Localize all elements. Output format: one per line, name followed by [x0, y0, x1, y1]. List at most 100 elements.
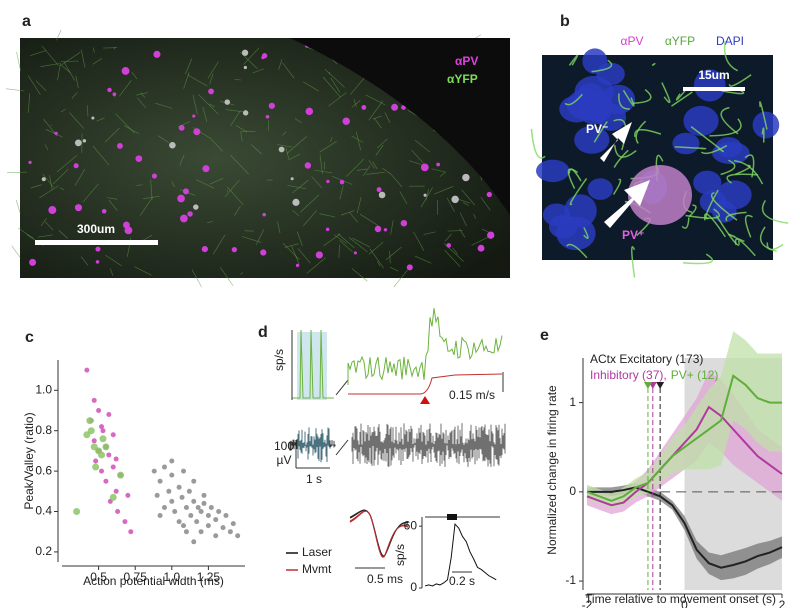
fiber: [690, 126, 724, 153]
cell: [295, 263, 300, 268]
fiber: [473, 213, 477, 219]
cell: [400, 219, 408, 227]
fiber: [710, 191, 738, 221]
y-axis-label: Peak/Valley (ratio): [22, 412, 36, 509]
fiber: [41, 45, 59, 66]
cell: [123, 221, 130, 229]
cell: [121, 67, 130, 75]
point: [166, 488, 172, 494]
fiber: [5, 88, 25, 92]
fiber: [212, 234, 226, 255]
legend-label: PV+ (12): [671, 368, 719, 382]
panel-label: a: [22, 13, 31, 30]
fiber: [414, 255, 432, 264]
point: [205, 523, 211, 529]
fiber: [359, 213, 379, 226]
fiber: [136, 184, 143, 186]
fiber: [227, 186, 244, 206]
mean-line: [587, 486, 783, 569]
fiber: [92, 58, 103, 65]
fiber: [206, 221, 213, 224]
fiber: [56, 155, 78, 173]
point: [176, 519, 182, 525]
fiber: [723, 40, 739, 72]
fiber: [355, 131, 362, 151]
fiber: [109, 268, 114, 276]
x-tick-label: 1.0: [163, 570, 180, 584]
point: [151, 468, 157, 474]
point: [230, 521, 236, 527]
legend-label: ACtx Excitatory (173): [590, 352, 703, 366]
point: [235, 533, 241, 539]
fiber: [328, 92, 347, 107]
fiber: [17, 227, 34, 239]
cell: [462, 173, 470, 182]
fiber: [234, 205, 241, 216]
y-axis-label: sp/s: [393, 544, 407, 566]
scale-label: 15um: [698, 68, 729, 82]
nucleus: [587, 178, 614, 200]
fiber: [131, 71, 138, 80]
cell: [28, 160, 32, 165]
arrow: [604, 180, 650, 228]
fiber: [333, 234, 347, 244]
point: [98, 451, 106, 459]
point: [161, 464, 167, 470]
fiber: [481, 228, 489, 233]
fiber: [339, 185, 344, 200]
nucleus: [693, 170, 722, 195]
point: [91, 438, 97, 444]
fiber: [185, 58, 193, 75]
mean-line: [586, 374, 782, 502]
fiber: [60, 52, 81, 67]
arrow-label: PV⁻: [586, 122, 608, 136]
scale-bar: [683, 87, 745, 91]
cell: [151, 173, 157, 179]
scale-label: 0.2 s: [449, 574, 475, 588]
fiber: [720, 159, 736, 176]
fiber: [700, 144, 728, 155]
scale-label: µV: [277, 453, 292, 467]
point: [125, 492, 131, 498]
fiber: [651, 62, 656, 67]
fiber: [566, 243, 588, 259]
cell: [193, 204, 199, 210]
fiber: [210, 138, 223, 152]
fiber: [462, 202, 470, 206]
fiber: [338, 244, 340, 259]
cell: [74, 204, 83, 212]
fiber: [385, 246, 402, 261]
fiber: [389, 266, 399, 272]
point: [100, 428, 106, 434]
cell: [268, 102, 275, 109]
fiber: [57, 62, 61, 81]
fiber: [63, 62, 75, 81]
fiber: [27, 75, 41, 95]
fiber: [250, 143, 262, 155]
fiber: [634, 129, 662, 138]
nucleus: [672, 132, 700, 155]
fiber: [30, 184, 42, 189]
cell: [305, 107, 314, 116]
onset-marker: [643, 382, 652, 389]
break: [335, 379, 349, 396]
cell: [153, 50, 161, 58]
fiber: [452, 247, 459, 255]
panel-label: d: [258, 324, 268, 341]
fiber: [278, 59, 283, 70]
cell: [261, 56, 265, 60]
fiber: [703, 213, 727, 238]
y-tick-label: 0.8: [35, 423, 52, 437]
fiber: [413, 231, 425, 251]
cell: [342, 117, 350, 125]
fiber: [688, 204, 697, 218]
cell: [54, 131, 58, 136]
cell: [73, 163, 79, 169]
fiber: [761, 127, 765, 143]
cell: [224, 99, 231, 105]
point: [87, 427, 95, 435]
fiber: [349, 212, 358, 223]
cell: [436, 162, 441, 167]
fiber: [681, 217, 690, 229]
